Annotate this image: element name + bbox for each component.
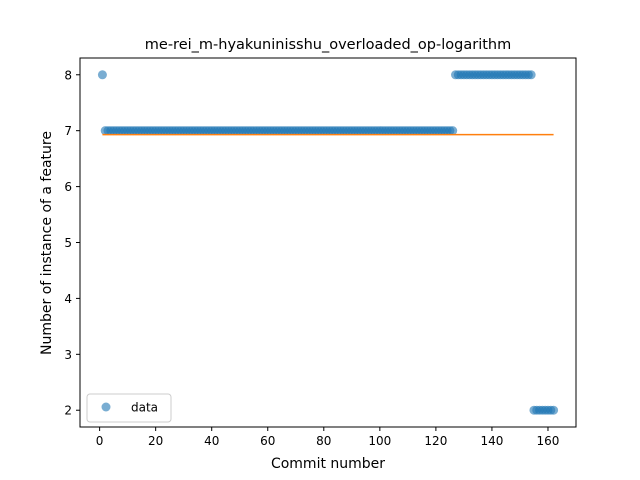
y-axis-label: Number of instance of a feature	[39, 131, 55, 355]
x-tick-label: 0	[96, 434, 104, 448]
y-tick-label: 8	[64, 68, 72, 82]
x-tick-label: 100	[368, 434, 391, 448]
x-axis-ticks: 0 20 40 60 80 100 120 140 160	[96, 427, 560, 448]
y-tick-label: 3	[64, 348, 72, 362]
data-point-125	[448, 126, 458, 136]
x-tick-label: 20	[148, 434, 163, 448]
legend-box	[86, 393, 172, 423]
data-point-161	[549, 405, 559, 415]
axes-frame	[79, 57, 577, 428]
y-tick-label: 7	[64, 124, 72, 138]
x-tick-label: 160	[537, 434, 560, 448]
y-tick-label: 6	[64, 180, 72, 194]
x-axis-label: Commit number	[271, 456, 385, 472]
data-point-0	[97, 70, 107, 80]
data-point-153	[526, 70, 536, 80]
y-axis-ticks: 2 3 4 5 6 7 8	[64, 68, 80, 418]
legend: data	[86, 393, 172, 423]
x-tick-label: 80	[316, 434, 331, 448]
x-tick-label: 40	[204, 434, 219, 448]
y-tick-label: 4	[64, 292, 72, 306]
legend-marker	[101, 402, 111, 412]
y-tick-label: 2	[64, 404, 72, 418]
chart-title: me-rei_m-hyakuninisshu_overloaded_op-log…	[145, 37, 511, 53]
x-tick-label: 60	[260, 434, 275, 448]
legend-label: data	[131, 401, 158, 415]
x-tick-label: 120	[424, 434, 447, 448]
plot-area	[79, 57, 577, 428]
y-tick-label: 5	[64, 236, 72, 250]
x-tick-label: 140	[480, 434, 503, 448]
